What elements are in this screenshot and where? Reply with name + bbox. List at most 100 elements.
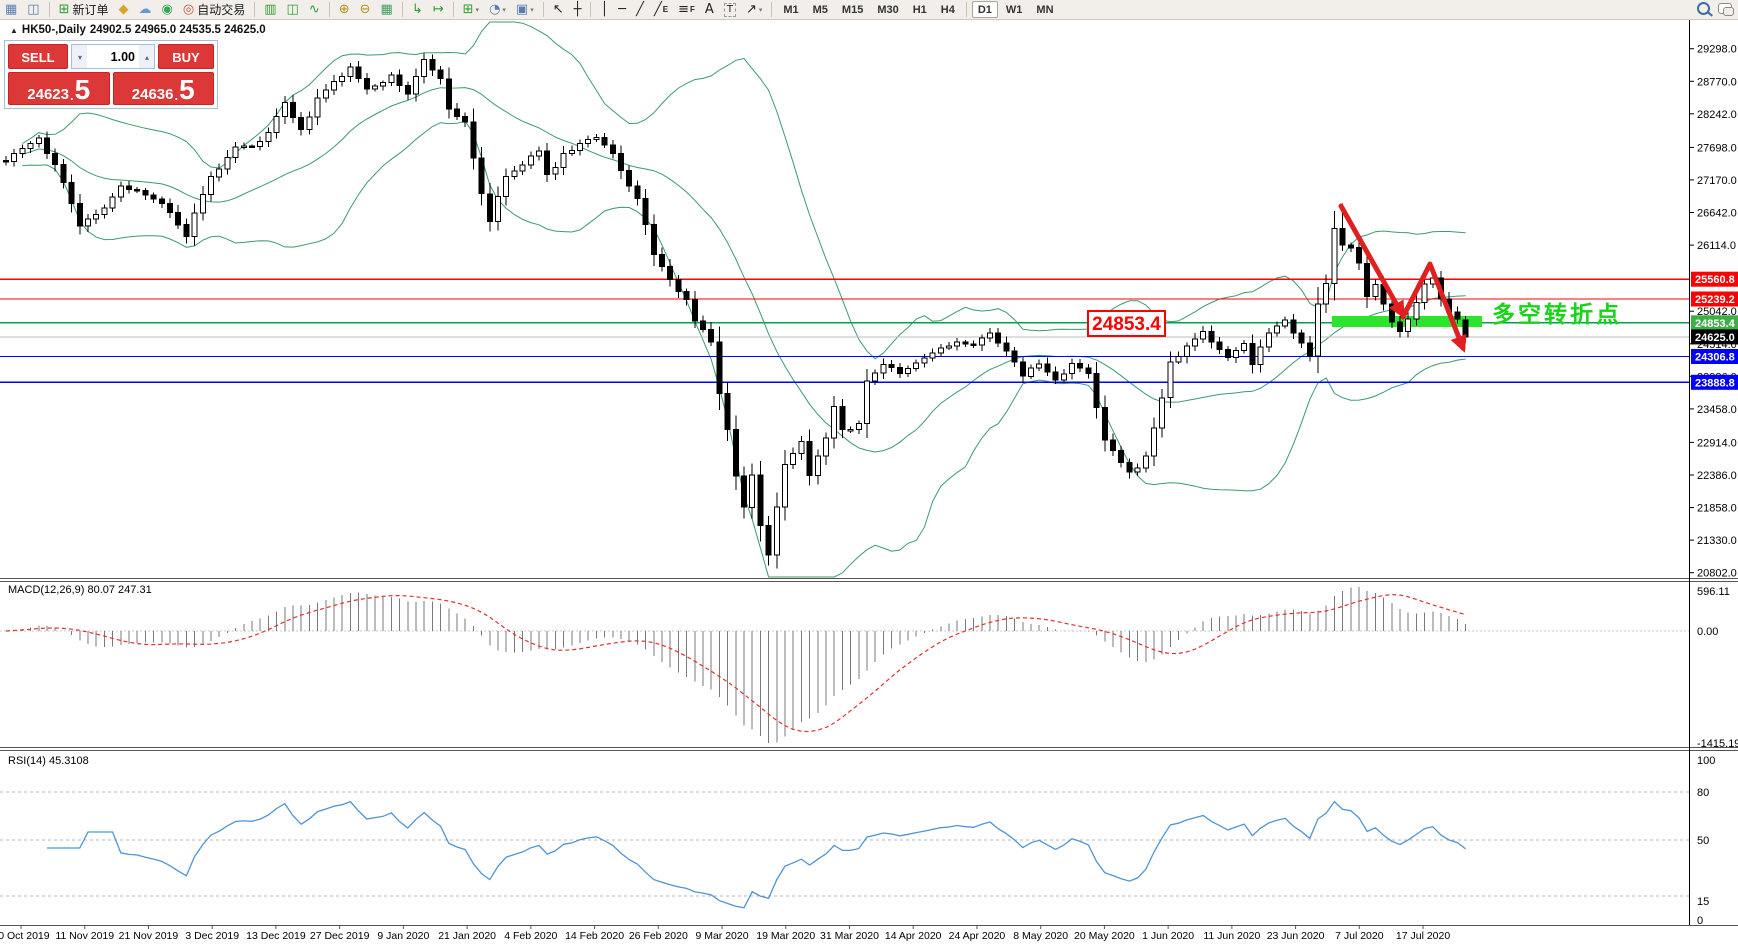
svg-text:23888.8: 23888.8 [1695, 377, 1735, 389]
new-order-button[interactable]: ⊞ 新订单 [55, 0, 113, 19]
crosshair-icon: ┼ [573, 2, 582, 17]
arrows-icon: ↗ [745, 2, 757, 17]
svg-text:30 Oct 2019: 30 Oct 2019 [0, 930, 50, 942]
buy-price-button[interactable]: 24636 . 5 [112, 72, 214, 105]
panel-borders [0, 19, 1738, 926]
data-window-icon[interactable]: ◫ [23, 0, 43, 19]
volume-increase-button[interactable]: ▴ [139, 45, 154, 68]
indicator-labels: MACD(12,26,9) 80.07 247.31 RSI(14) 45.310… [8, 584, 152, 767]
toolbar-separator [328, 2, 330, 17]
chevron-down-icon[interactable]: ▾ [475, 6, 480, 14]
timeframe-buttons: M1 M5 M15 M30 H1 H4 D1 W1 MN [776, 1, 1060, 18]
svg-text:27698.0: 27698.0 [1697, 142, 1737, 154]
rsi-label: RSI(14) 45.3108 [8, 755, 89, 767]
svg-text:28242.0: 28242.0 [1697, 109, 1737, 121]
svg-text:24625.0: 24625.0 [1695, 332, 1735, 344]
search-icon[interactable] [1697, 2, 1710, 15]
bar-chart-icon[interactable]: ▥ [260, 0, 280, 19]
templates-icon[interactable]: ▣ ▾ [512, 0, 538, 19]
volume-control: ▾ ▴ [71, 44, 155, 69]
svg-text:21330.0: 21330.0 [1697, 535, 1737, 547]
svg-text:7 Jul 2020: 7 Jul 2020 [1335, 930, 1384, 942]
zoom-in-icon[interactable]: ⊕ [335, 0, 354, 19]
volume-input[interactable] [87, 45, 139, 68]
fibonacci-icon: ≡ [678, 2, 690, 17]
svg-text:25042.0: 25042.0 [1697, 306, 1737, 318]
price-callout[interactable]: 24853.4 [1087, 310, 1166, 337]
timeframe-h4-button[interactable]: H4 [940, 3, 955, 16]
history-center-icon[interactable]: ◆ [115, 0, 133, 19]
vertical-line-icon[interactable]: │ [596, 0, 612, 19]
sell-button[interactable]: SELL [8, 44, 68, 69]
arrows-icon[interactable]: ↗ ▾ [742, 0, 766, 19]
svg-text:50: 50 [1697, 835, 1709, 847]
toolbar-separator [590, 2, 592, 17]
chevron-down-icon[interactable]: ▾ [502, 6, 506, 14]
timeframe-mn-button[interactable]: MN [1036, 3, 1054, 16]
cursor-icon[interactable]: ↖ [549, 0, 568, 19]
periods-icon[interactable]: ◔ ▾ [485, 0, 510, 19]
charts-toggle-icon[interactable]: ▦ [1, 0, 21, 19]
candlestick-chart-icon[interactable]: ◫ [283, 0, 303, 19]
timeframe-m30-button[interactable]: M30 [877, 3, 899, 16]
autotrading-button: ◎ [182, 2, 195, 17]
turning-point-label[interactable]: 多空转折点 [1492, 301, 1622, 327]
crosshair-icon[interactable]: ┼ [570, 0, 586, 19]
equidistant-channel-icon[interactable]: ╱ E [650, 0, 672, 19]
timeframe-d1-button[interactable]: D1 [971, 1, 998, 18]
toolbar-separator [771, 2, 773, 17]
svg-text:4 Feb 2020: 4 Feb 2020 [504, 930, 557, 942]
timeframe-m1-button[interactable]: M1 [783, 3, 799, 16]
toolbar-right [1697, 2, 1734, 16]
fibonacci-icon[interactable]: ≡ F [674, 0, 699, 19]
trendline-icon[interactable]: ╱ [632, 0, 648, 19]
auto-scroll-icon[interactable]: ↳ [408, 0, 427, 19]
timeframe-m15-button[interactable]: M15 [841, 3, 864, 16]
horizontal-line-icon[interactable]: ─ [614, 0, 630, 19]
zoom-out-icon[interactable]: ⊖ [356, 0, 375, 19]
equidistant-channel-icon-letter: E [662, 5, 669, 14]
horizontal-lines[interactable] [0, 278, 1689, 383]
signals-icon: ◉ [161, 2, 173, 17]
svg-text:26114.0: 26114.0 [1697, 240, 1736, 252]
svg-text:23 Jun 2020: 23 Jun 2020 [1267, 930, 1325, 942]
line-chart-icon[interactable]: ∿ [305, 0, 324, 19]
svg-text:19 Mar 2020: 19 Mar 2020 [756, 930, 815, 942]
indicators-icon[interactable]: ⊞ ▾ [459, 0, 483, 19]
chart-shift-icon[interactable]: ↦ [429, 0, 448, 19]
timeframe-w1-button[interactable]: W1 [1005, 3, 1023, 16]
signals-icon[interactable]: ◉ [158, 0, 177, 19]
bar-chart-icon: ▥ [264, 2, 277, 17]
svg-text:11 Jun 2020: 11 Jun 2020 [1203, 930, 1260, 942]
chevron-down-icon[interactable]: ▾ [530, 6, 534, 14]
autotrading-button[interactable]: ◎ 自动交易 [179, 0, 249, 19]
chart-title: ▲ HK50-,Daily 24902.5 24965.0 24535.5 2462… [10, 24, 270, 36]
text-label-icon[interactable]: T [720, 0, 740, 19]
timeframe-m5-button[interactable]: M5 [812, 3, 828, 16]
sell-price-button[interactable]: 24623 . 5 [8, 72, 110, 105]
macd-label: MACD(12,26,9) 80.07 247.31 [8, 584, 152, 596]
svg-text:31 Mar 2020: 31 Mar 2020 [820, 930, 879, 942]
text-icon[interactable]: A [701, 0, 718, 19]
svg-text:9 Jan 2020: 9 Jan 2020 [377, 930, 429, 942]
equidistant-channel-icon: ╱ [653, 2, 662, 17]
volume-decrease-button[interactable]: ▾ [72, 45, 87, 68]
svg-text:21858.0: 21858.0 [1697, 503, 1737, 515]
sell-price-dot: . [70, 88, 74, 103]
svg-text:100: 100 [1697, 755, 1715, 767]
price-axis[interactable]: 29298.0 28770.0 28242.0 27698.0 27170.0 26642… [1689, 44, 1738, 927]
date-axis[interactable]: 30 Oct 2019 11 Nov 2019 21 Nov 2019 3 Dec 2… [0, 925, 1450, 942]
trend-arrows[interactable] [1338, 203, 1467, 353]
svg-text:28770.0: 28770.0 [1697, 76, 1737, 88]
web-community-icon[interactable]: ☁ [135, 0, 156, 19]
text-label-icon: T [723, 2, 736, 17]
tile-windows-icon[interactable]: ▦ [377, 0, 397, 19]
collapse-trade-panel-icon[interactable]: ▲ [10, 26, 18, 35]
timeframe-h1-button[interactable]: H1 [912, 3, 927, 16]
toolbar-separator [254, 2, 256, 17]
svg-text:14 Feb 2020: 14 Feb 2020 [565, 930, 624, 942]
buy-button[interactable]: BUY [158, 44, 214, 69]
chevron-down-icon[interactable]: ▾ [758, 6, 763, 14]
chat-icon[interactable] [1718, 3, 1734, 16]
